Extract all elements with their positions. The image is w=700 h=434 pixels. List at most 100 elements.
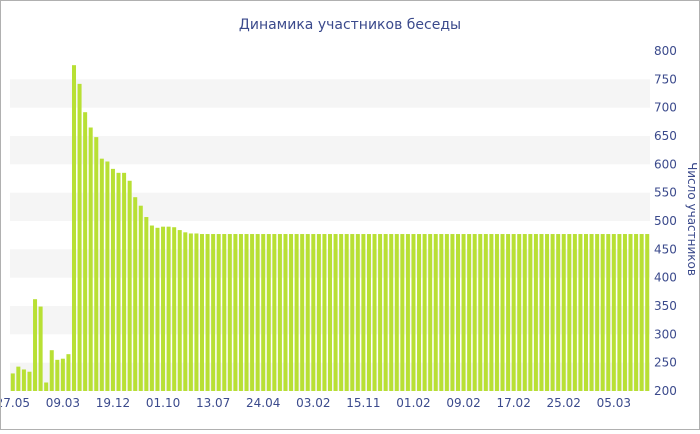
bar[interactable] <box>66 354 71 391</box>
bar[interactable] <box>645 234 650 391</box>
bar[interactable] <box>578 234 583 391</box>
bar[interactable] <box>194 233 199 391</box>
bar[interactable] <box>294 234 299 391</box>
bar[interactable] <box>272 234 277 391</box>
bar[interactable] <box>428 234 433 391</box>
bar[interactable] <box>372 234 377 391</box>
bar[interactable] <box>389 234 394 391</box>
bar[interactable] <box>261 234 266 391</box>
bar[interactable] <box>305 234 310 391</box>
bar[interactable] <box>133 197 138 391</box>
bar[interactable] <box>244 234 249 391</box>
bar[interactable] <box>533 234 538 391</box>
bar[interactable] <box>161 226 166 391</box>
bar[interactable] <box>439 234 444 391</box>
bar[interactable] <box>283 234 288 391</box>
bar[interactable] <box>300 234 305 391</box>
bar[interactable] <box>378 234 383 391</box>
bar[interactable] <box>83 112 88 391</box>
bar[interactable] <box>177 230 182 391</box>
bar[interactable] <box>600 234 605 391</box>
bar[interactable] <box>545 234 550 391</box>
bar[interactable] <box>411 234 416 391</box>
bar[interactable] <box>16 366 21 391</box>
bar[interactable] <box>138 205 143 391</box>
bar[interactable] <box>149 225 154 391</box>
bar[interactable] <box>200 234 205 391</box>
bar[interactable] <box>27 371 32 391</box>
bar[interactable] <box>561 234 566 391</box>
bar[interactable] <box>60 358 65 391</box>
bar[interactable] <box>522 234 527 391</box>
bar[interactable] <box>49 350 54 391</box>
bar[interactable] <box>539 234 544 391</box>
bar[interactable] <box>567 234 572 391</box>
bar[interactable] <box>122 172 127 391</box>
bar[interactable] <box>639 234 644 391</box>
bar[interactable] <box>44 382 49 392</box>
bar[interactable] <box>584 234 589 391</box>
bar[interactable] <box>622 234 627 391</box>
bar[interactable] <box>144 217 149 391</box>
bar[interactable] <box>205 234 210 391</box>
bar[interactable] <box>467 234 472 391</box>
bar[interactable] <box>394 234 399 391</box>
bar[interactable] <box>216 234 221 391</box>
bar[interactable] <box>266 234 271 391</box>
bar[interactable] <box>21 369 26 391</box>
bar[interactable] <box>99 158 104 391</box>
bar[interactable] <box>606 234 611 391</box>
bar[interactable] <box>183 232 188 391</box>
bar[interactable] <box>116 172 121 391</box>
bar[interactable] <box>494 234 499 391</box>
bar[interactable] <box>333 234 338 391</box>
bar[interactable] <box>339 234 344 391</box>
bar[interactable] <box>489 234 494 391</box>
bar[interactable] <box>238 234 243 391</box>
bar[interactable] <box>155 227 160 391</box>
bar[interactable] <box>255 234 260 391</box>
bar[interactable] <box>322 234 327 391</box>
bar[interactable] <box>400 234 405 391</box>
bar[interactable] <box>417 234 422 391</box>
bar[interactable] <box>450 234 455 391</box>
bar[interactable] <box>456 234 461 391</box>
bar[interactable] <box>483 234 488 391</box>
bar[interactable] <box>556 234 561 391</box>
bar[interactable] <box>127 180 132 391</box>
bar[interactable] <box>361 234 366 391</box>
bar[interactable] <box>611 234 616 391</box>
bar[interactable] <box>589 234 594 391</box>
bar[interactable] <box>422 234 427 391</box>
bar[interactable] <box>344 234 349 391</box>
bar[interactable] <box>472 234 477 391</box>
bar[interactable] <box>478 234 483 391</box>
bar[interactable] <box>350 234 355 391</box>
bar[interactable] <box>316 234 321 391</box>
bar[interactable] <box>311 234 316 391</box>
bar[interactable] <box>366 234 371 391</box>
bar[interactable] <box>88 127 93 392</box>
bar[interactable] <box>355 234 360 391</box>
bar[interactable] <box>188 233 193 391</box>
bar[interactable] <box>222 234 227 391</box>
bar[interactable] <box>405 234 410 391</box>
bar[interactable] <box>595 234 600 391</box>
bar[interactable] <box>105 161 110 392</box>
bar[interactable] <box>166 226 171 391</box>
bar[interactable] <box>433 234 438 391</box>
bar[interactable] <box>233 234 238 391</box>
bar[interactable] <box>227 234 232 391</box>
bar[interactable] <box>211 234 216 391</box>
bar[interactable] <box>38 306 43 391</box>
bar[interactable] <box>550 234 555 391</box>
bar[interactable] <box>444 234 449 391</box>
bar[interactable] <box>33 299 38 391</box>
bar[interactable] <box>250 234 255 391</box>
bar[interactable] <box>383 234 388 391</box>
bar[interactable] <box>110 168 115 391</box>
bar[interactable] <box>461 234 466 391</box>
bar[interactable] <box>634 234 639 391</box>
bar[interactable] <box>628 234 633 391</box>
bar[interactable] <box>72 65 77 392</box>
